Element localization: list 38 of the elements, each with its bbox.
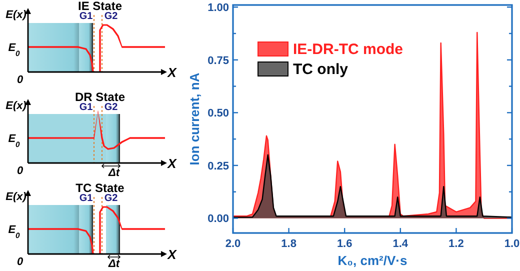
y-tick-label: 0.00	[208, 213, 229, 226]
x-tick-label: 1.2	[448, 238, 464, 250]
text: Δt	[107, 167, 121, 179]
text: G1	[79, 102, 94, 113]
text: E$_{0}$	[8, 133, 21, 148]
x-axis-title: K₀, cm²/V·s	[338, 253, 408, 268]
text: 0	[16, 74, 24, 86]
text: X	[166, 156, 178, 171]
text: E(x)	[6, 100, 27, 112]
text: G2	[104, 193, 118, 204]
x-tick-label: 1.6	[336, 238, 352, 250]
legend-label: IE-DR-TC mode	[293, 41, 403, 58]
text: G1	[79, 193, 94, 204]
text: E$_{0}$	[8, 224, 21, 240]
x-tick-label: 2.0	[225, 238, 241, 250]
y-axis-title: Ion current, nA	[187, 72, 202, 166]
text: TC State	[76, 181, 125, 195]
text: E(x)	[6, 9, 27, 21]
y-tick-label: 1.00	[208, 2, 229, 14]
x-tick-label: 1.0	[504, 238, 520, 250]
text: IE State	[78, 0, 122, 13]
text: G2	[104, 11, 118, 22]
y-tick-label: 0.75	[208, 54, 229, 67]
x-tick-label: 1.8	[281, 238, 296, 250]
y-tick-label: 0.50	[208, 108, 229, 120]
text: Δt	[107, 258, 121, 270]
text: E(x)	[6, 191, 27, 203]
text: G2	[104, 102, 118, 113]
text: X	[166, 65, 178, 80]
text: 0	[16, 256, 24, 268]
text: DR State	[74, 90, 126, 104]
legend-label: TC only	[293, 61, 349, 78]
text: 0	[16, 165, 24, 177]
y-tick-label: 0.25	[208, 160, 229, 172]
x-tick-label: 1.4	[392, 238, 409, 250]
text: E$_{0}$	[8, 42, 21, 58]
text: G1	[79, 11, 94, 22]
text: X	[166, 247, 178, 262]
